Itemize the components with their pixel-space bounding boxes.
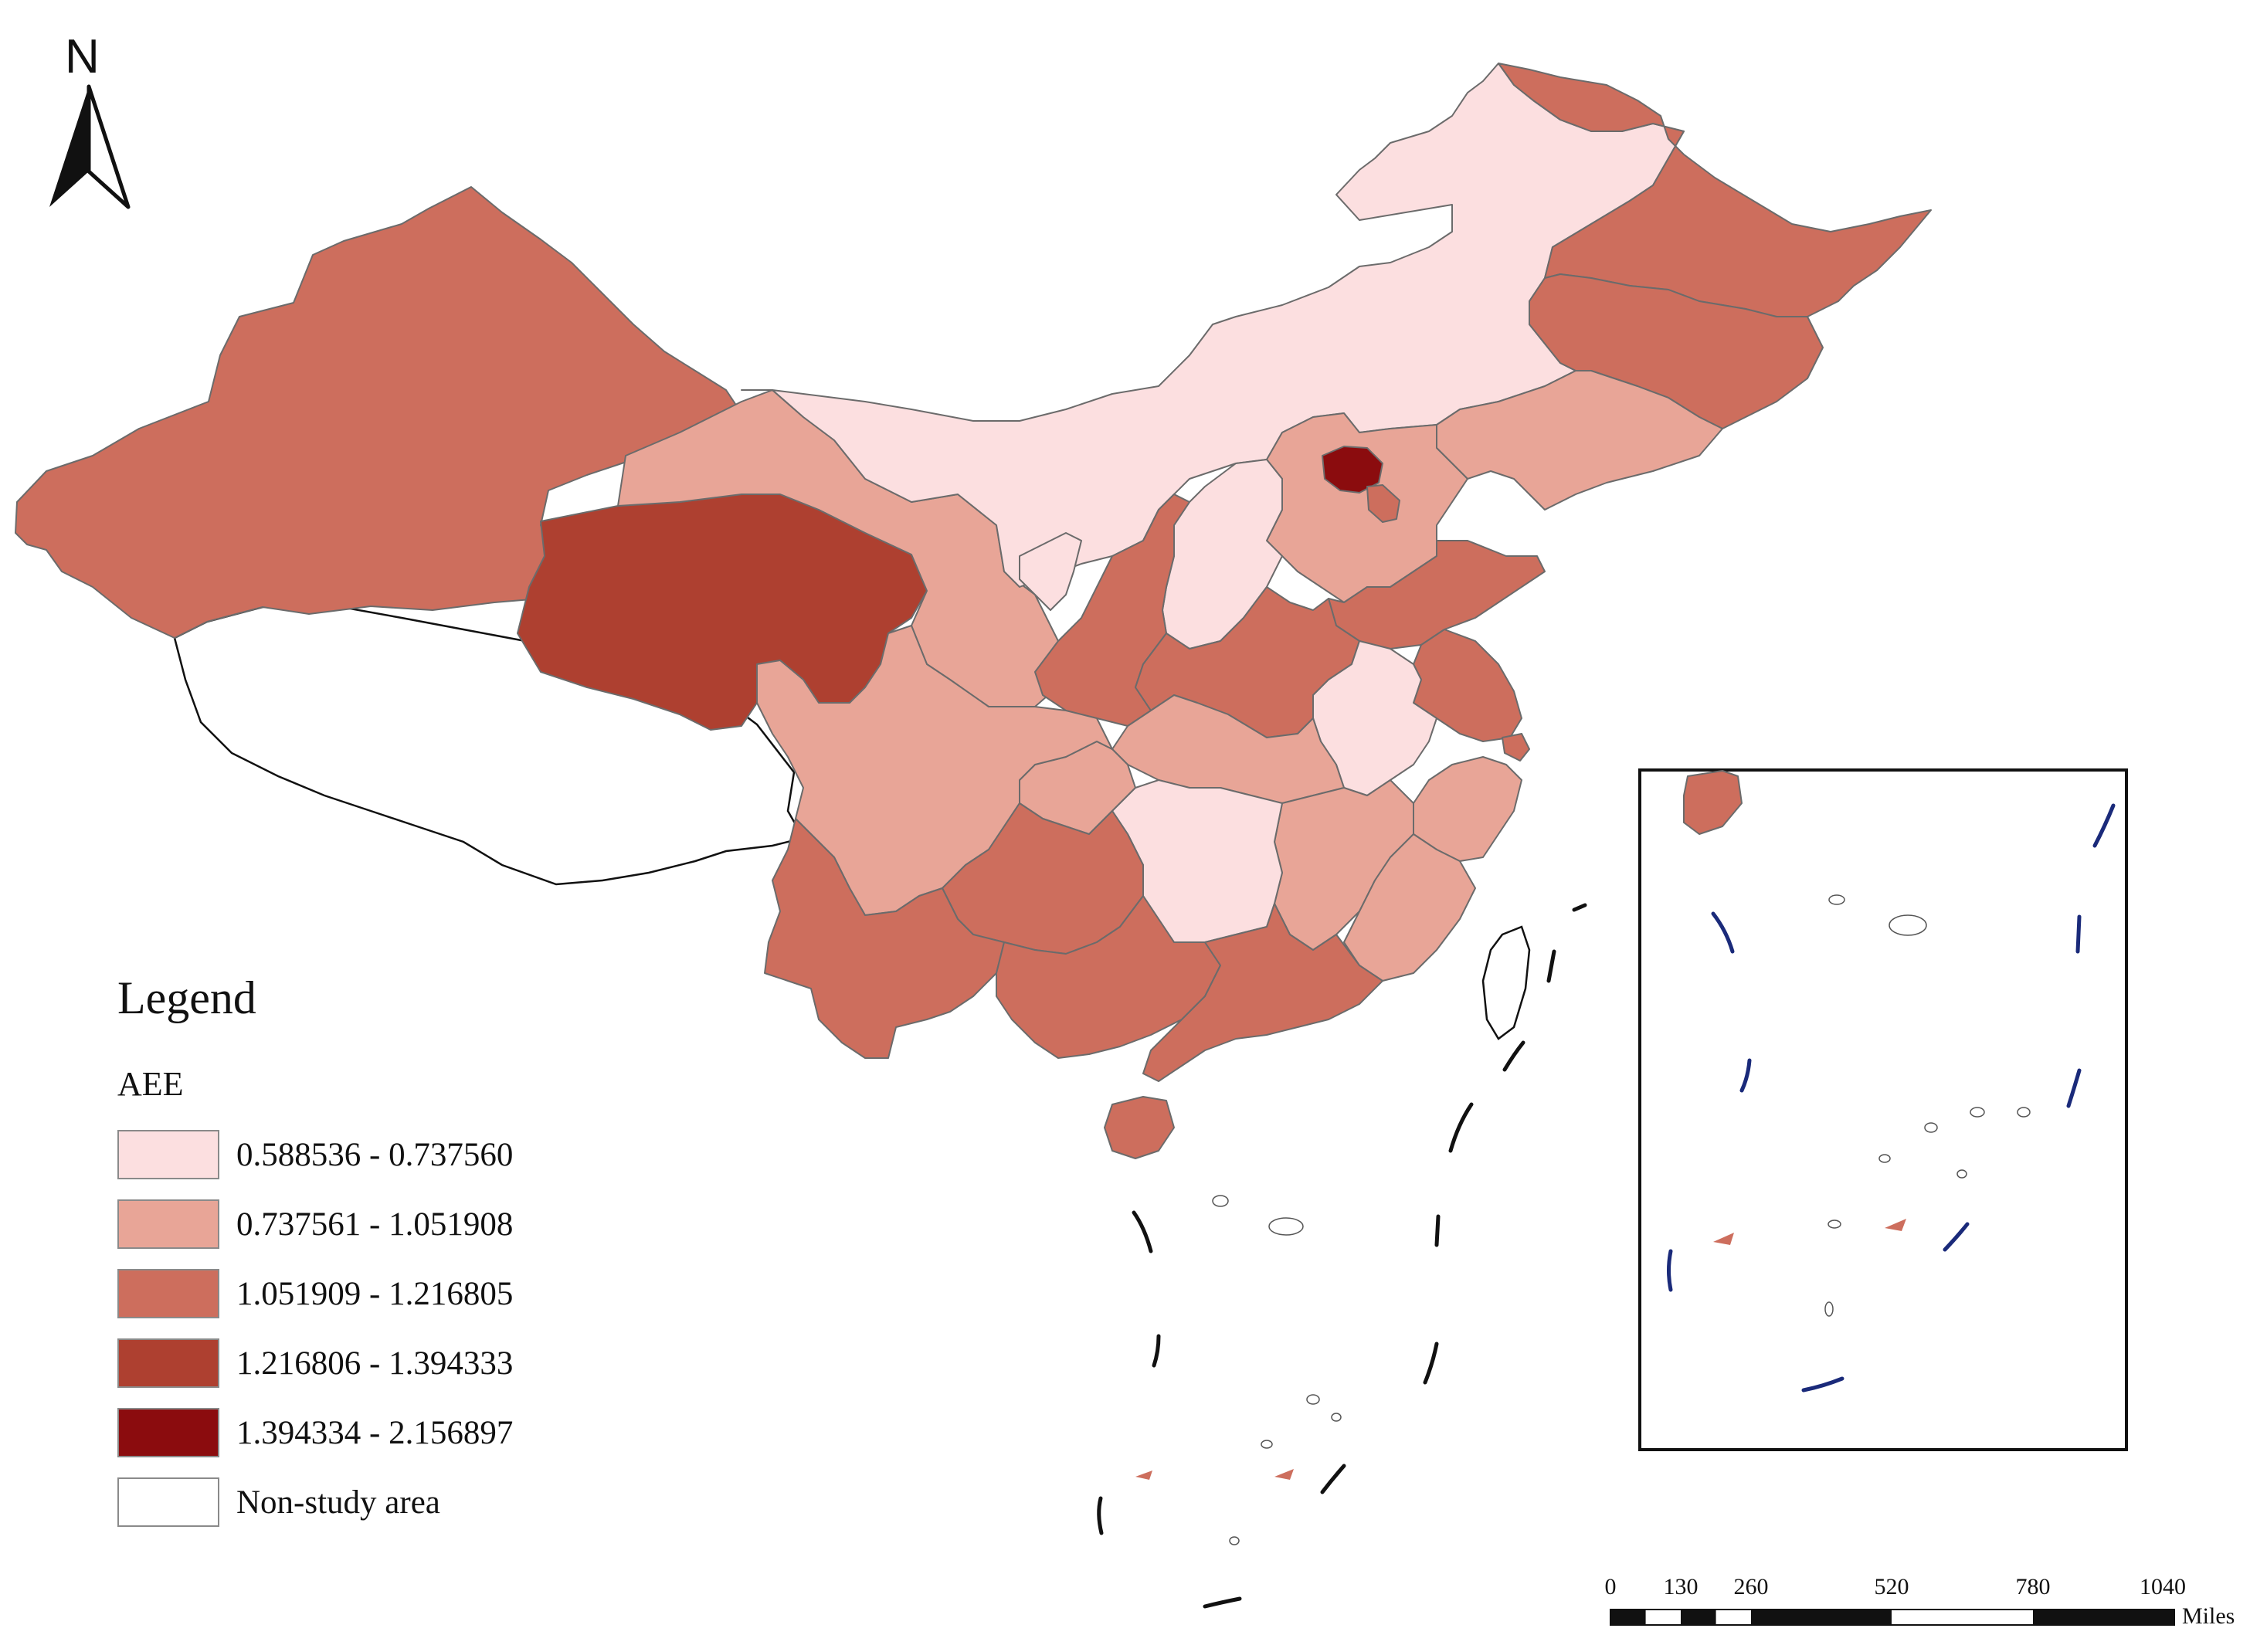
legend-label: Non-study area (236, 1484, 440, 1521)
region-taiwan (1481, 925, 1531, 1040)
region-hainan (1104, 1096, 1175, 1159)
region-guangdong (1142, 903, 1383, 1082)
north-arrow-label: N (65, 30, 100, 83)
nine-dash-line (1097, 903, 1587, 1609)
scale-tick-label: 520 (1874, 1574, 1909, 1599)
legend-item: 1.216806 - 1.394333 (117, 1336, 513, 1390)
legend-item: 0.737561 - 1.051908 (117, 1197, 513, 1251)
legend-item: 1.394334 - 2.156897 (117, 1406, 513, 1460)
scale-tick-label: 0 (1604, 1574, 1617, 1599)
legend-title: Legend (117, 972, 256, 1023)
scale-tick-label: 130 (1663, 1574, 1699, 1599)
scale-tick-label: 1040 (2140, 1574, 2186, 1599)
region-tianjin (1366, 484, 1400, 523)
south-sea-islands (1135, 1195, 1342, 1545)
legend-label: 1.394334 - 2.156897 (236, 1414, 514, 1451)
legend-swatch (117, 1199, 219, 1249)
legend-swatch (117, 1269, 219, 1318)
region-yunnan (764, 818, 1005, 1059)
legend-swatch (117, 1338, 219, 1388)
legend-swatch (117, 1130, 219, 1179)
scale-tick-label: 780 (2015, 1574, 2051, 1599)
region-jilin (1529, 273, 1824, 429)
region-ningxia (1019, 532, 1082, 611)
legend-swatch-non-study (117, 1477, 219, 1527)
legend-item: 0.588536 - 0.737560 (117, 1128, 513, 1182)
scale-bar (1610, 1609, 2175, 1626)
scale-unit-label: Miles (2182, 1603, 2235, 1629)
legend-item: 1.051909 - 1.216805 (117, 1267, 513, 1321)
legend-item: Non-study area (117, 1475, 440, 1529)
region-beijing (1322, 446, 1383, 494)
legend-label: 0.588536 - 0.737560 (236, 1136, 514, 1173)
legend-label: 1.051909 - 1.216805 (236, 1275, 514, 1312)
legend-label: 1.216806 - 1.394333 (236, 1345, 514, 1382)
legend-swatch (117, 1408, 219, 1457)
north-arrow-icon (49, 84, 131, 209)
inset-hainan (1683, 770, 1743, 835)
region-shandong (1328, 540, 1546, 650)
region-shanghai (1502, 733, 1530, 762)
south-china-sea-inset-frame (1638, 768, 2128, 1451)
scale-tick-label: 260 (1733, 1574, 1769, 1599)
inset-content (1667, 770, 2116, 1392)
legend-field-name: AEE (117, 1065, 184, 1103)
region-fujian (1343, 833, 1476, 982)
legend-label: 0.737561 - 1.051908 (236, 1206, 514, 1243)
